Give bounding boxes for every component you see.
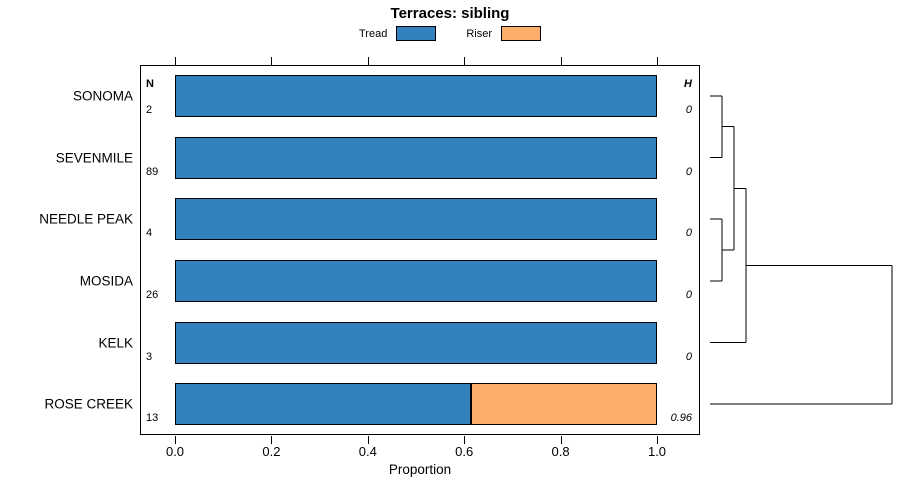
category-label: ROSE CREEK: [44, 396, 133, 412]
n-value: 89: [146, 165, 159, 178]
x-tick-bottom: [367, 436, 369, 444]
bar-segment-tread: [175, 321, 657, 364]
x-tick-label: 0.2: [262, 444, 281, 459]
category-label: KELK: [98, 335, 133, 350]
h-column-header: H: [684, 78, 692, 90]
bar-segment-tread: [175, 198, 657, 241]
x-tick-label: 0.4: [358, 444, 377, 459]
n-column-header: N: [146, 78, 154, 90]
h-value: 0: [685, 165, 692, 178]
h-value: 0: [685, 227, 692, 240]
chart-title: Terraces: sibling: [390, 5, 510, 22]
x-tick-top: [560, 57, 562, 65]
category-label: SONOMA: [72, 88, 133, 104]
n-value: 4: [146, 227, 153, 240]
h-value: 0: [685, 103, 692, 116]
bar-segment-tread: [175, 136, 657, 179]
x-tick-top: [367, 57, 369, 65]
x-tick-bottom: [271, 436, 273, 444]
n-value: 3: [146, 350, 153, 363]
x-tick-top: [657, 57, 658, 65]
x-tick-label: 1.0: [647, 444, 667, 459]
n-value: 13: [146, 412, 159, 425]
legend: Tread Riser: [0, 26, 900, 41]
x-tick-bottom: [560, 436, 562, 444]
legend-swatch-tread: [396, 26, 437, 41]
n-value: 2: [146, 103, 153, 116]
legend-label-tread: Tread: [359, 27, 388, 40]
x-axis-title: Proportion: [388, 462, 452, 477]
legend-swatch-riser: [501, 26, 541, 41]
x-tick-bottom: [464, 436, 466, 444]
x-tick-bottom: [657, 436, 658, 444]
legend-item-tread: Tread: [359, 26, 437, 41]
bar-segment-tread: [175, 259, 657, 302]
x-tick-label: 0.0: [165, 444, 185, 459]
h-value: 0.96: [670, 412, 692, 425]
plot-area: [140, 65, 700, 435]
x-tick-top: [271, 57, 273, 65]
n-value: 26: [146, 288, 159, 301]
x-tick-top: [175, 57, 176, 65]
h-value: 0: [685, 350, 692, 363]
legend-label-riser: Riser: [466, 27, 492, 40]
legend-item-riser: Riser: [466, 26, 541, 41]
category-label: MOSIDA: [79, 273, 133, 289]
x-tick-label: 0.8: [551, 444, 570, 459]
category-label: SEVENMILE: [55, 150, 133, 165]
x-tick-label: 0.6: [455, 444, 474, 459]
bar-segment-tread: [175, 74, 657, 117]
h-value: 0: [685, 288, 692, 301]
dendrogram: [710, 95, 893, 405]
bar-segment-riser: [471, 383, 657, 426]
bar-segment-tread: [175, 383, 472, 426]
x-tick-top: [464, 57, 466, 65]
x-tick-bottom: [175, 436, 176, 444]
category-label: NEEDLE PEAK: [39, 211, 133, 227]
